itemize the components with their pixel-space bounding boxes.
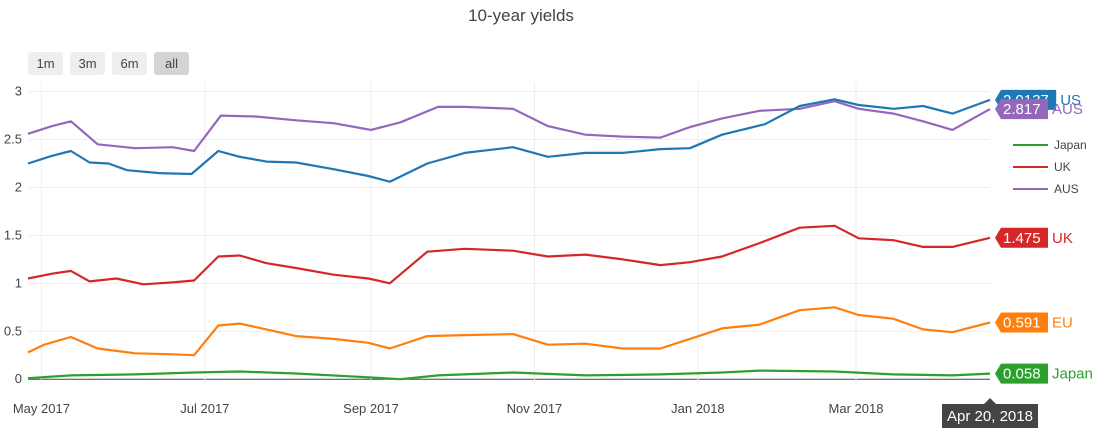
y-tick-label: 2 [15, 179, 22, 194]
end-label-uk: 1.475 UK [995, 227, 1073, 248]
range-button-all[interactable]: all [154, 52, 189, 75]
series-line-japan [27, 369, 991, 381]
end-label-japan: 0.058 Japan [995, 363, 1093, 384]
range-button-3m[interactable]: 3m [70, 52, 105, 75]
end-series-name: AUS [1052, 101, 1083, 118]
end-series-name: US [1060, 92, 1081, 109]
end-value-text: 0.591 [1003, 315, 1041, 332]
x-tick-label: Nov 2017 [507, 401, 563, 416]
hover-label-box [942, 398, 1038, 428]
series-line-uk [27, 224, 991, 286]
y-tick-label: 1.5 [4, 227, 22, 242]
end-label-box [995, 99, 1048, 120]
end-label-box [995, 227, 1048, 248]
series-line-aus [27, 100, 991, 153]
chart-title: 10-year yields [468, 6, 574, 25]
x-tick-label: May 2017 [13, 401, 70, 416]
end-label-box [995, 312, 1048, 333]
hover-date-label: Apr 20, 2018 [942, 398, 1038, 428]
end-label-aus: 2.817 AUS [995, 99, 1083, 120]
end-value-text: 2.817 [1003, 101, 1041, 118]
end-label-eu: 0.591 EU [995, 312, 1073, 333]
end-series-name: UK [1052, 230, 1073, 247]
legend-label-uk: UK [1054, 160, 1071, 174]
series-line-us [27, 98, 991, 183]
y-tick-label: 1 [15, 275, 22, 290]
range-button-6m[interactable]: 6m [112, 52, 147, 75]
hover-label-text: Apr 20, 2018 [947, 408, 1033, 425]
legend-label-aus: AUS [1054, 182, 1079, 196]
legend-label-japan: Japan [1054, 138, 1087, 152]
series-line-eu [27, 306, 991, 357]
x-tick-label: Jul 2017 [180, 401, 229, 416]
range-button-1m[interactable]: 1m [28, 52, 63, 75]
end-value-text: 1.475 [1003, 230, 1041, 247]
x-tick-label: Jan 2018 [671, 401, 725, 416]
y-tick-label: 3 [15, 84, 22, 99]
end-series-name: EU [1052, 315, 1073, 332]
x-tick-label: Sep 2017 [343, 401, 399, 416]
y-tick-label: 0.5 [4, 323, 22, 338]
x-tick-label: Mar 2018 [829, 401, 884, 416]
end-label-box [995, 363, 1048, 384]
y-tick-label: 2.5 [4, 132, 22, 147]
y-tick-label: 0 [15, 371, 22, 386]
end-series-name: Japan [1052, 366, 1093, 383]
end-value-text: 0.058 [1003, 366, 1041, 383]
